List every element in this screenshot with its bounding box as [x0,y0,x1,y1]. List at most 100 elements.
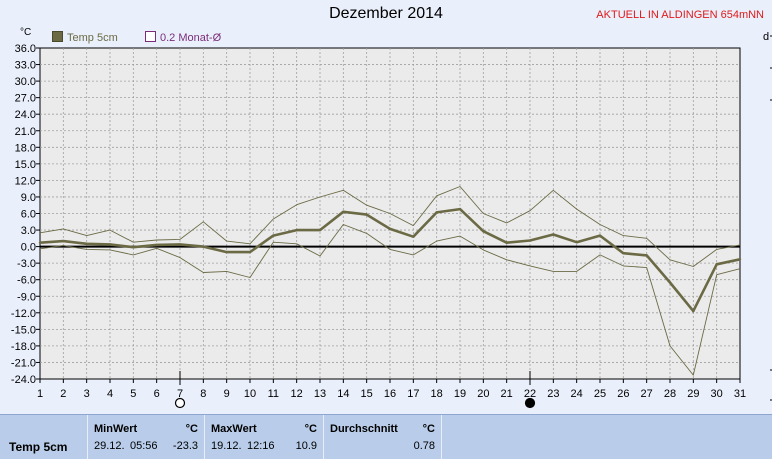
chart-svg: 36.033.030.027.024.021.018.015.012.09.06… [11,43,746,409]
legend-item-monthly-avg[interactable]: 0.2 Monat-Ø [145,31,221,44]
min-date: 29.12. [94,440,125,452]
data-point [552,233,555,236]
y-tick-label: -6.0 [17,275,36,287]
data-point [575,240,578,244]
max-header: MaxWert [211,423,257,435]
data-point [645,254,648,257]
data-point [435,211,438,214]
x-tick-label: 29 [687,388,699,400]
y-tick-label: 12.0 [15,175,36,187]
y-tick-label: -15.0 [11,324,36,336]
data-point [388,227,392,231]
x-tick-label: 23 [547,388,559,400]
x-tick-label: 14 [337,388,349,400]
data-point [622,252,625,255]
x-tick-label: 5 [130,388,136,400]
x-tick-label: 7 [177,388,183,400]
x-tick-label: 24 [571,388,583,400]
stats-max-cell: MaxWert °C 19.12. 12:16 10.9 [205,415,324,459]
x-tick-label: 21 [501,388,513,400]
x-tick-label: 4 [107,388,113,400]
data-point [318,228,322,232]
side-panel-edge [752,30,772,414]
min-value: -23.3 [172,440,198,452]
stats-panel: Temp 5cm MinWert °C 29.12. 05:56 -23.3 M… [0,414,772,459]
y-axis-unit: °C [20,27,32,38]
data-point [85,242,88,246]
y-tick-label: -3.0 [17,258,36,270]
data-point [482,229,485,233]
chart-title: Dezember 2014 [329,5,443,22]
moon-icon-full [174,397,186,409]
stats-avg-cell: Durchschnitt °C 0.78 [324,415,442,459]
data-point [342,210,345,214]
y-tick-label: 6.0 [21,209,36,221]
data-point [38,241,42,244]
data-point [62,239,65,243]
x-tick-label: 12 [291,388,303,400]
y-tick-label: -21.0 [11,357,36,369]
x-tick-label: 17 [407,388,419,400]
y-tick-label: 18.0 [15,142,36,154]
x-tick-label: 25 [594,388,606,400]
x-tick-label: 28 [664,388,676,400]
data-point [202,245,205,248]
data-point [668,281,672,284]
min-time: 05:56 [130,440,158,452]
stats-rowlabel-cell: Temp 5cm [0,415,88,459]
data-point [108,243,112,246]
data-point [365,213,368,216]
y-tick-label: 0.0 [21,242,36,254]
x-tick-label: 18 [431,388,443,400]
x-tick-label: 26 [617,388,629,400]
legend-swatch-avg [145,31,156,42]
x-tick-label: 9 [224,388,230,400]
data-point [272,234,275,237]
x-tick-label: 22 [524,388,536,400]
x-tick-label: 13 [314,388,326,400]
x-tick-label: 27 [641,388,653,400]
data-point [692,309,695,313]
avg-unit: °C [422,423,435,435]
data-point [505,241,508,244]
x-tick-label: 15 [361,388,373,400]
x-tick-label: 30 [711,388,723,400]
data-point [715,263,718,266]
x-tick-label: 11 [268,388,279,400]
x-tick-label: 3 [84,388,90,400]
truncated-label: d [763,31,770,43]
min-header: MinWert [94,423,138,435]
legend-item-temp[interactable]: Temp 5cm [52,31,118,44]
current-link[interactable]: AKTUELL IN ALDINGEN 654mNN [596,9,764,21]
side-panel-lines [770,35,772,401]
data-point [458,207,462,211]
y-tick-label: 15.0 [15,159,36,171]
legend-label-temp: Temp 5cm [67,32,118,44]
y-tick-label: 3.0 [21,225,36,237]
y-tick-label: -18.0 [11,341,36,353]
max-time: 12:16 [247,440,275,452]
y-tick-label: -24.0 [11,374,36,386]
data-point [598,234,602,237]
x-tick-label: 6 [154,388,160,400]
max-unit: °C [304,423,317,435]
x-tick-label: 31 [734,388,746,400]
avg-header: Durchschnitt [330,423,398,435]
y-tick-label: 9.0 [21,192,36,204]
y-tick-label: 36.0 [15,43,36,55]
data-point [295,228,298,232]
avg-value: 0.78 [413,440,435,452]
legend-label-avg: 0.2 Monat-Ø [160,32,222,44]
series-line-min [39,224,741,376]
x-tick-label: 1 [37,388,43,400]
stats-row-label: Temp 5cm [9,440,68,454]
data-point [178,243,182,246]
data-point [132,245,135,249]
series-line-max [39,186,741,267]
stats-min-cell: MinWert °C 29.12. 05:56 -23.3 [88,415,205,459]
data-point [225,250,228,254]
max-value: 10.9 [295,440,317,452]
data-point [412,235,415,238]
data-point [248,250,252,254]
x-tick-label: 16 [384,388,396,400]
